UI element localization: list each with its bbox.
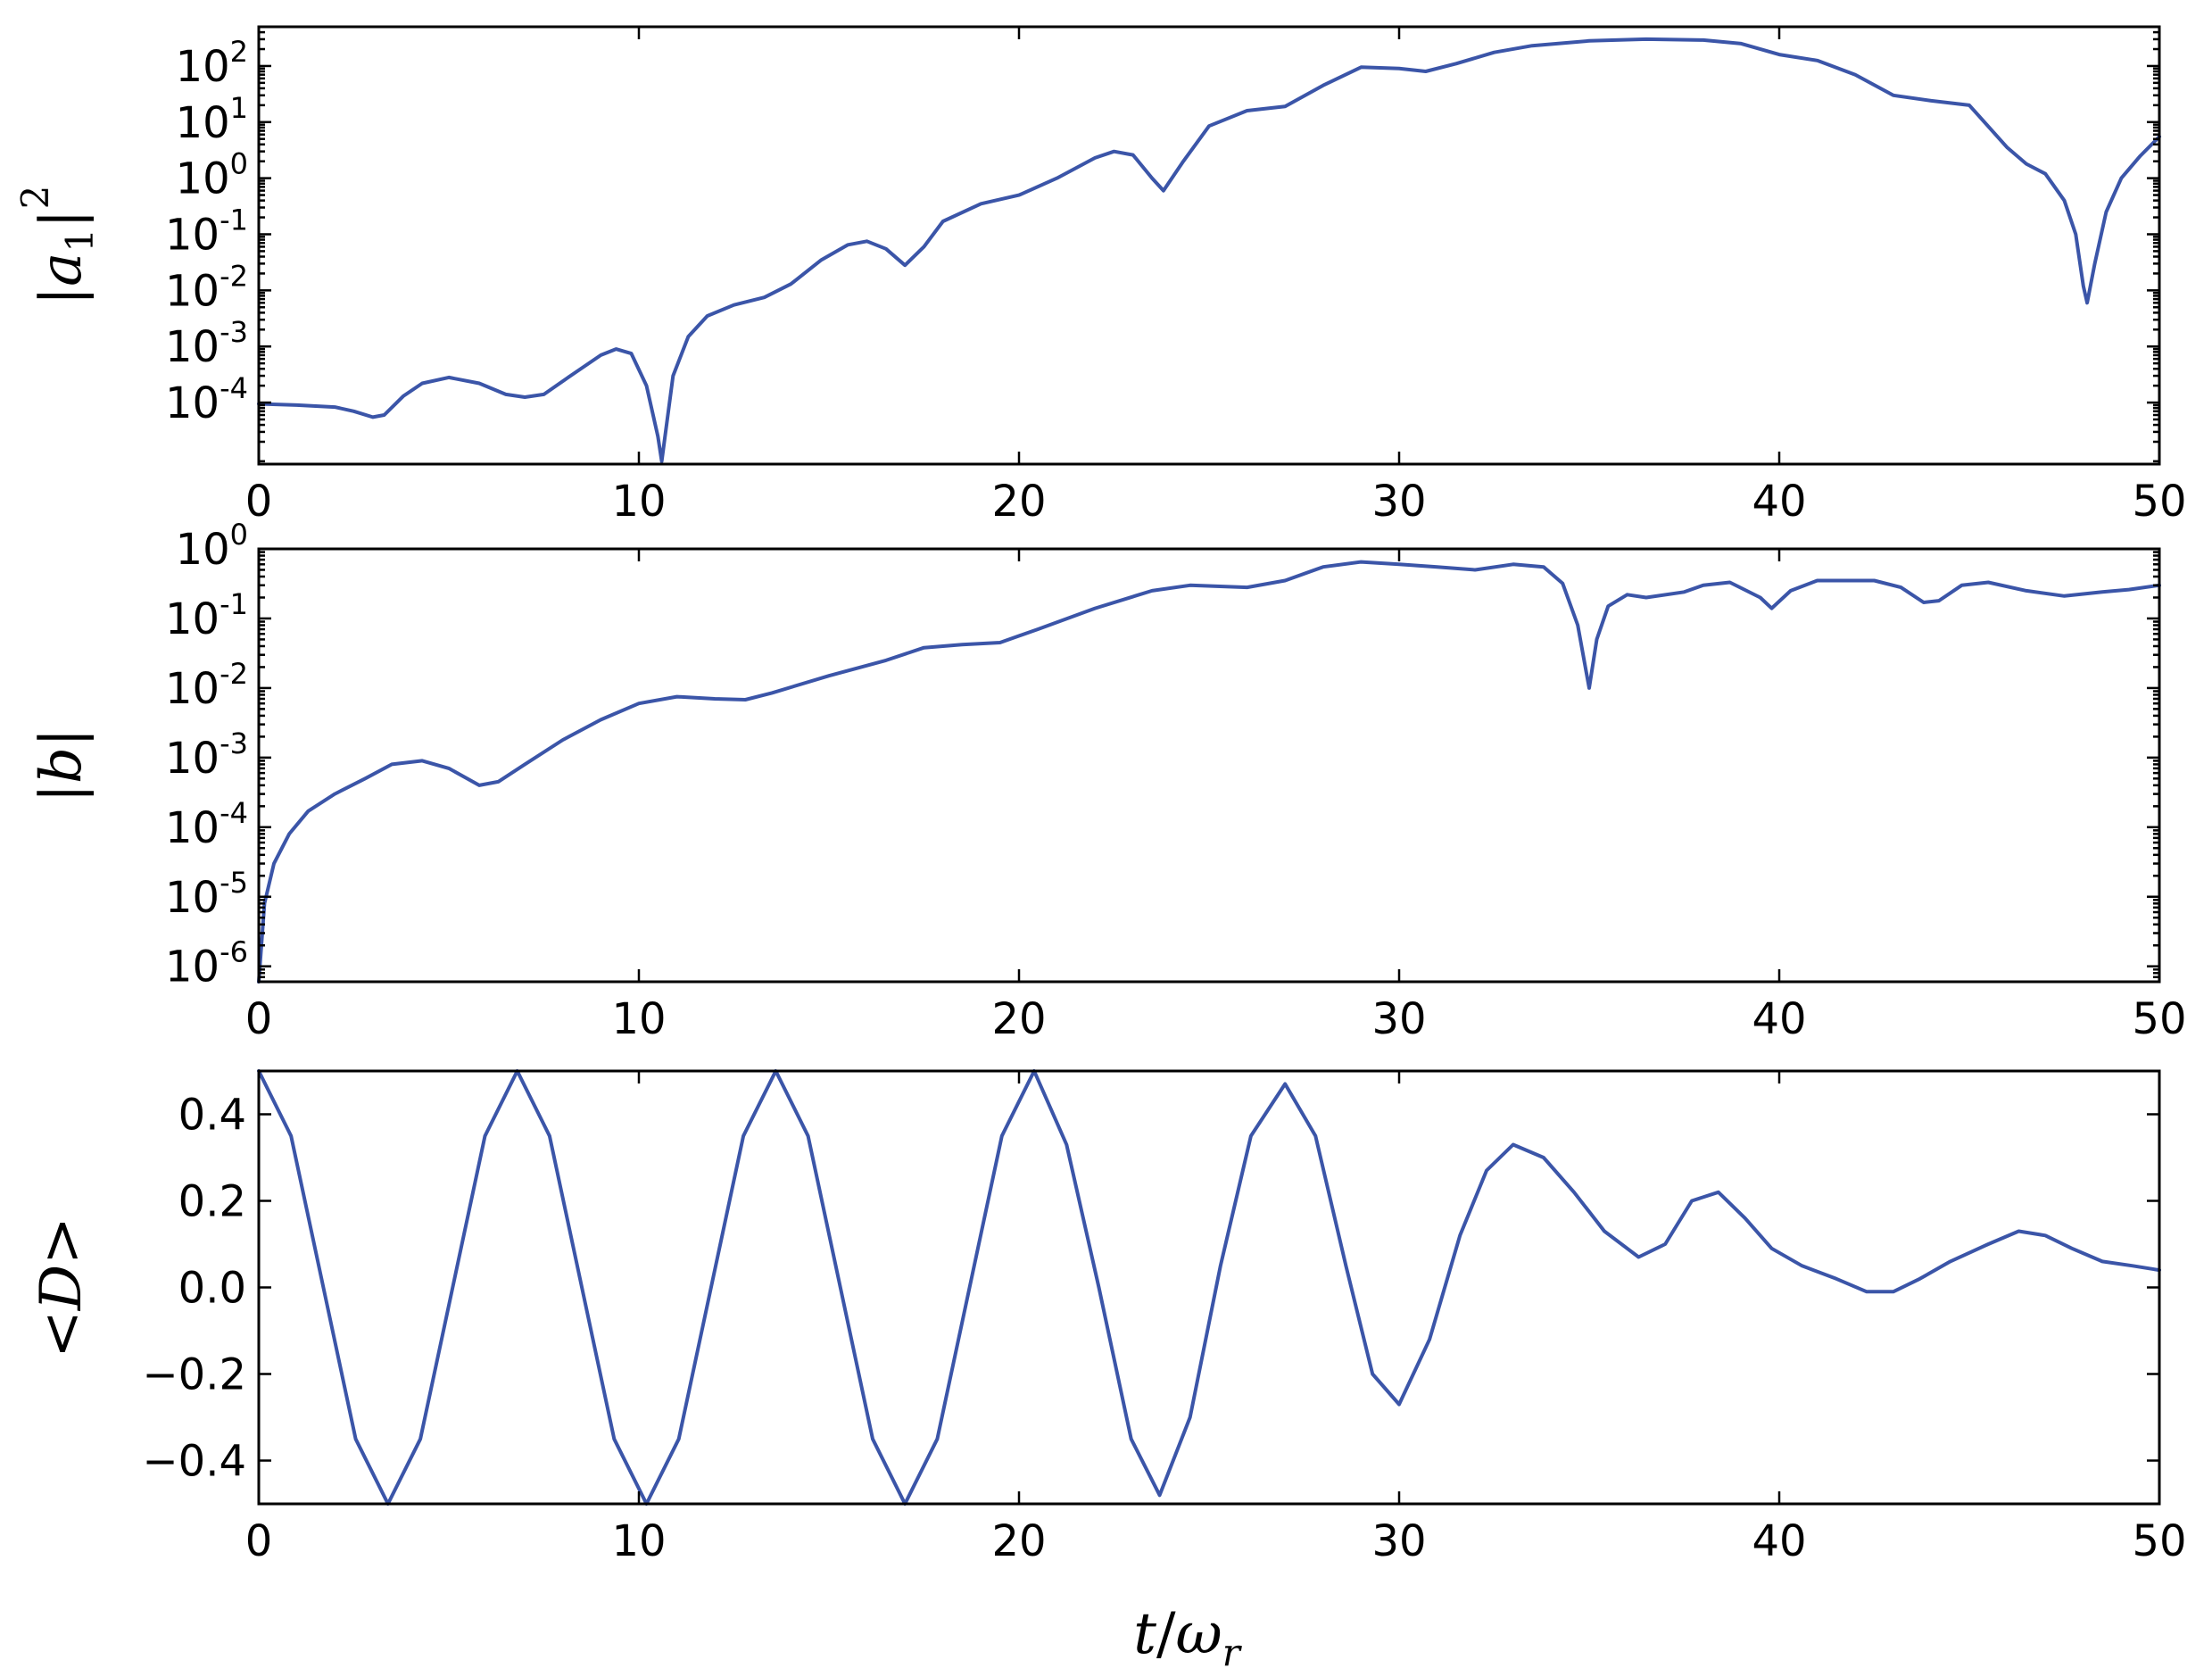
x-tick-label: 50 xyxy=(2132,1516,2186,1566)
x-tick-label: 40 xyxy=(1752,994,1806,1044)
x-tick-label: 10 xyxy=(611,1516,666,1566)
y-axis-label: <D> xyxy=(29,1216,95,1358)
y-axis-label: |a1|2 xyxy=(13,186,102,306)
y-tick-label: 102 xyxy=(176,35,248,92)
y-tick-label: 100 xyxy=(176,518,248,575)
y-tick-label: 10-1 xyxy=(165,587,248,644)
y-tick-label: 10-2 xyxy=(165,657,248,714)
x-tick-label: 40 xyxy=(1752,1516,1806,1566)
x-tick-label: 30 xyxy=(1371,994,1426,1044)
x-tick-label: 0 xyxy=(245,1516,273,1566)
y-tick-label: 10-3 xyxy=(165,315,248,372)
x-tick-label: 30 xyxy=(1371,477,1426,527)
y-tick-label: 10-6 xyxy=(165,935,248,992)
x-tick-label: 20 xyxy=(991,994,1046,1044)
y-tick-label: 100 xyxy=(176,147,248,204)
x-tick-label: 10 xyxy=(611,994,666,1044)
y-tick-label: 0.2 xyxy=(178,1177,246,1227)
x-tick-label: 20 xyxy=(991,477,1046,527)
plot-frame xyxy=(257,25,2161,466)
y-tick-label: 10-2 xyxy=(165,259,248,316)
plot-frame xyxy=(257,547,2161,984)
y-tick-label: 10-5 xyxy=(165,866,248,923)
x-tick-label: 20 xyxy=(991,1516,1046,1566)
y-axis-label: |b| xyxy=(29,727,95,802)
x-tick-label: 50 xyxy=(2132,477,2186,527)
series-line-1-0 xyxy=(257,560,2161,984)
panel-b: 0 10 20 30 40 50 10-6 10-5 10-4 10-3 10-2 10-1 100 |b… xyxy=(29,518,2187,1044)
x-tick-label: 10 xyxy=(611,477,666,527)
y-tick-label: 10-4 xyxy=(165,371,248,428)
y-tick-label: 0.4 xyxy=(178,1091,246,1141)
y-tick-label: 10-4 xyxy=(165,796,248,853)
y-tick-label: −0.2 xyxy=(142,1350,246,1400)
x-tick-label: 50 xyxy=(2132,994,2186,1044)
x-axis-label: t/ωr xyxy=(1133,1601,1242,1674)
x-tick-label: 40 xyxy=(1752,477,1806,527)
series-line-0-0 xyxy=(257,37,2161,463)
plot-frame xyxy=(257,1069,2161,1506)
y-tick-label: −0.4 xyxy=(142,1437,246,1487)
x-tick-label: 30 xyxy=(1371,1516,1426,1566)
x-tick-label: 0 xyxy=(245,994,273,1044)
y-tick-label: 101 xyxy=(176,91,248,148)
y-tick-label: 10-3 xyxy=(165,726,248,784)
panel-d-expectation: 0 10 20 30 40 50 −0.4 −0.2 0.0 0.2 0.4 <D> xyxy=(29,1069,2187,1566)
series-line-2-0 xyxy=(257,1069,2161,1506)
y-tick-label: 0.0 xyxy=(178,1264,246,1314)
y-tick-label: 10-1 xyxy=(165,203,248,260)
x-tick-label: 0 xyxy=(245,477,273,527)
